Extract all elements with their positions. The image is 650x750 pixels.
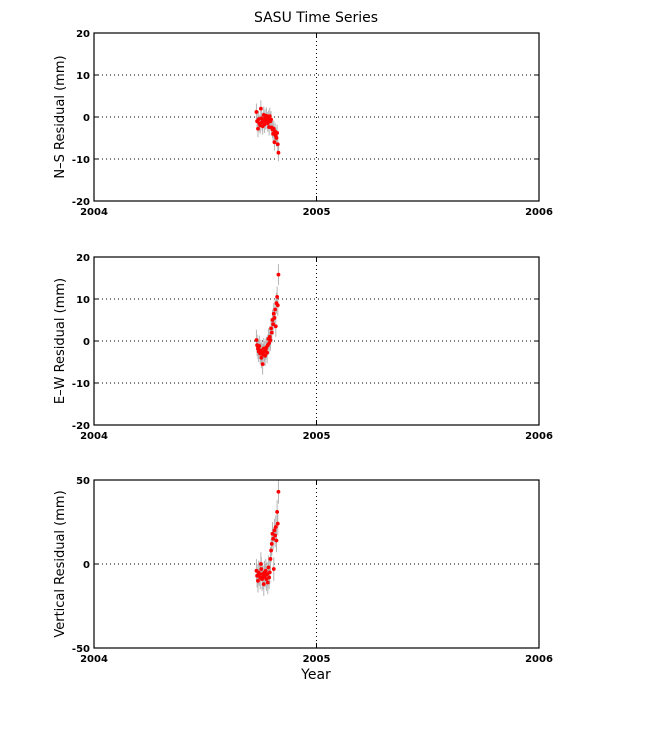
data-point-vertical-28 [273,533,278,538]
data-point-ns-30 [274,136,279,140]
x-tick-label-ew-2: 2006 [525,431,553,442]
x-tick-label-ns-0: 2004 [80,207,108,218]
data-point-vertical-33 [276,489,281,494]
data-point-vertical-6 [258,562,263,566]
data-point-vertical-4 [257,572,262,576]
y-tick-label-ns-4: 20 [76,29,90,40]
data-point-vertical-23 [269,541,274,546]
data-point-ew-4 [257,344,262,348]
y-tick-label-ew-3: 10 [76,295,90,306]
data-point-ns-26 [271,126,276,131]
y-tick-label-ns-1: -10 [72,155,90,166]
data-point-ew-23 [269,330,274,335]
y-tick-label-ew-0: -20 [72,421,90,432]
y-axis-label-vertical: Vertical Residual (mm) [53,490,68,637]
data-point-ns-32 [275,142,280,147]
data-point-vertical-26 [271,567,276,571]
y-tick-label-ew-1: -10 [72,379,90,390]
x-axis-label: Year [300,667,331,683]
data-point-ns-27 [272,140,277,145]
data-point-ew-20 [267,334,272,339]
y-tick-label-ew-4: 20 [76,253,90,264]
data-point-ew-22 [269,326,274,331]
data-point-ew-0 [254,338,259,343]
x-tick-label-ew-1: 2005 [303,431,331,442]
data-point-ew-9 [260,362,265,366]
data-point-vertical-22 [269,548,274,553]
y-tick-label-vertical-2: 50 [76,476,90,487]
x-tick-label-vertical-2: 2006 [525,654,553,665]
y-tick-label-ns-0: -20 [72,197,90,208]
data-point-ew-7 [259,355,264,360]
data-point-ns-22 [269,117,274,122]
data-point-ew-29 [273,324,278,329]
data-point-ns-15 [264,113,269,118]
panel-ew: E–W Residual (mm) -20 -10 0 10 20 2004 2005 200… [53,253,553,442]
y-tick-label-ns-3: 10 [76,71,90,82]
x-tick-label-vertical-0: 2004 [80,654,108,665]
data-point-ew-26 [271,311,276,316]
data-point-vertical-17 [265,580,270,585]
data-point-vertical-32 [275,521,280,526]
data-point-ew-13 [263,353,268,358]
x-tick-label-ns-1: 2005 [303,207,331,218]
data-point-ns-17 [265,121,270,126]
y-axis-label-ns: N–S Residual (mm) [53,55,68,178]
data-point-ew-16 [265,350,270,355]
data-point-vertical-31 [275,510,280,514]
data-point-ew-33 [276,272,281,277]
x-tick-label-ns-2: 2006 [525,207,553,218]
data-point-ew-27 [272,316,277,320]
data-point-ns-2 [256,126,260,131]
data-point-vertical-19 [267,575,272,580]
data-point-vertical-11 [261,582,266,587]
y-axis-label-ew: E–W Residual (mm) [53,278,68,404]
y-tick-label-ns-2: 0 [83,113,90,124]
data-point-vertical-2 [256,578,260,583]
data-point-ns-12 [262,122,267,127]
y-tick-label-ew-2: 0 [83,337,90,348]
data-point-vertical-18 [266,565,271,570]
chart-title: SASU Time Series [254,10,378,26]
panel-vertical: Vertical Residual (mm) -50 0 50 2004 2005 200… [53,476,553,665]
data-point-vertical-25 [271,536,276,541]
data-point-vertical-21 [268,557,273,561]
data-point-vertical-27 [272,528,277,533]
data-point-vertical-30 [274,538,279,543]
data-point-ew-19 [267,341,272,345]
data-point-ew-32 [275,303,280,308]
data-point-ns-33 [276,150,281,155]
data-point-ns-0 [254,110,259,114]
y-tick-label-vertical-0: -50 [72,644,90,655]
data-point-ns-6 [258,106,263,111]
data-point-ew-31 [275,295,280,299]
data-point-ns-31 [275,131,280,135]
x-tick-label-ew-0: 2004 [80,431,108,442]
data-point-vertical-14 [263,568,268,573]
data-point-ns-20 [267,114,272,119]
data-point-ew-25 [271,322,276,327]
data-point-vertical-7 [259,567,264,571]
data-point-ew-28 [273,307,278,312]
data-point-vertical-29 [273,525,278,529]
panel-ns: N–S Residual (mm) -20 -10 0 10 20 2004 2005 200… [53,29,553,218]
y-tick-label-vertical-1: 0 [83,560,90,571]
data-point-ew-21 [268,338,273,343]
x-tick-label-vertical-1: 2005 [303,654,331,665]
data-point-vertical-20 [267,570,272,575]
